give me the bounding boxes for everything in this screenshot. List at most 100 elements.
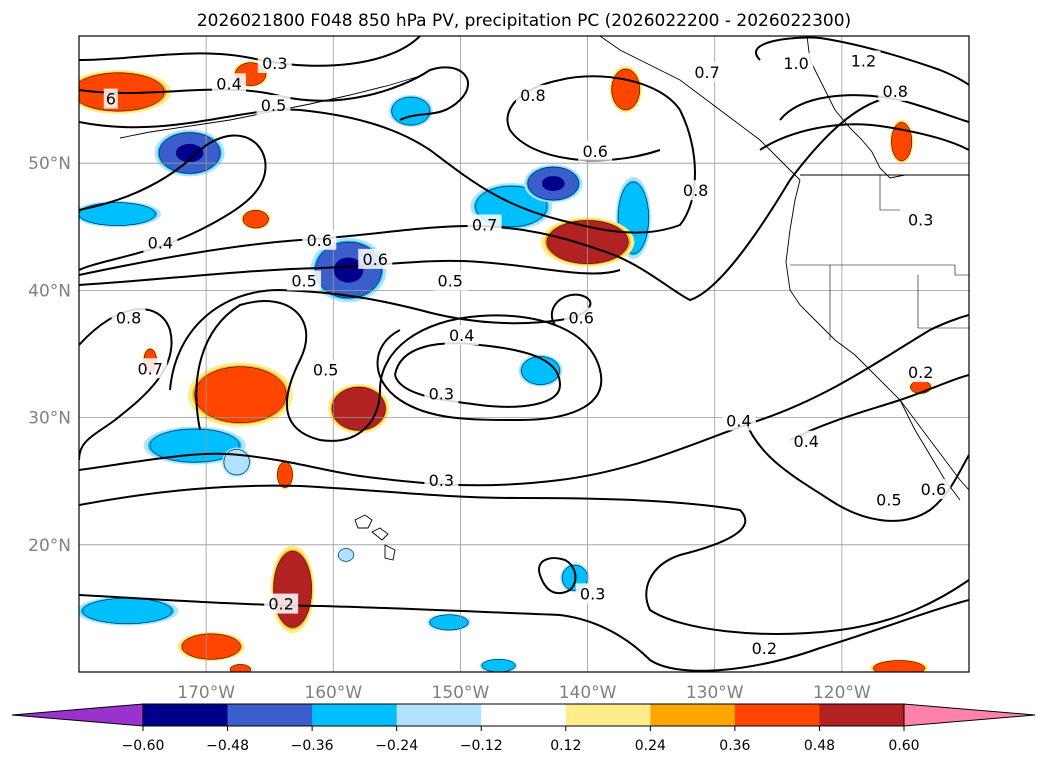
contour-line	[538, 557, 577, 595]
contour-line	[755, 36, 969, 86]
contour-label-bg	[747, 638, 782, 659]
colorbar-segment	[734, 704, 820, 726]
contour-label: 0.8	[883, 82, 908, 101]
contour-label: 1.0	[783, 54, 808, 73]
x-tick-label: 140°W	[559, 683, 617, 703]
contour-label-bg	[871, 489, 906, 510]
colorbar-segment	[650, 704, 736, 726]
contour-line	[79, 314, 969, 487]
contour-label: 0.3	[908, 210, 933, 229]
y-tick-label: 30°N	[28, 409, 71, 429]
colorbar-tick-label: −0.48	[206, 738, 249, 754]
colorbar-tick-label: −0.24	[375, 738, 418, 754]
map-area: 0.3 0.4 0.5 0.8 0.6 0.8 0.7 1.0 1.2 0.8 0.3 0.4 0.6 0…	[79, 36, 969, 672]
precip-area	[230, 664, 251, 672]
precip-area	[82, 597, 173, 624]
map-background	[79, 36, 969, 672]
contour-label-bg	[302, 229, 337, 250]
colorbar-segment	[396, 704, 482, 726]
contour-label: 0.8	[520, 86, 545, 105]
contour-label: 0.8	[116, 308, 141, 327]
colorbar	[11, 703, 1036, 727]
contour-label-bg	[578, 140, 613, 161]
contour-labels: 0.3 0.4 0.5 0.8 0.6 0.8 0.7 1.0 1.2 0.8 0.3 0.4 0.6 0…	[103, 50, 951, 659]
y-tick-label: 20°N	[28, 536, 71, 556]
contour-label: 0.5	[291, 271, 316, 290]
contour-label: 0.4	[794, 432, 819, 451]
contour-label: 0.3	[429, 385, 454, 404]
contour-label-bg	[903, 362, 938, 383]
contour-label-bg	[575, 583, 610, 604]
contour-line	[169, 288, 592, 391]
contour-label-bg	[257, 52, 292, 73]
contour-label: 0.4	[449, 326, 474, 345]
contour-label-bg	[358, 248, 393, 269]
contour-line	[789, 374, 969, 441]
contour-label: 6	[106, 90, 116, 109]
contour-label-bg	[308, 359, 343, 380]
contour-line	[79, 99, 881, 302]
colorbar-frame	[142, 703, 905, 727]
colorbar-tick-label: 0.48	[804, 738, 835, 754]
colorbar-segment	[227, 704, 313, 726]
precip-area	[79, 202, 156, 226]
contour-label: 0.2	[752, 639, 777, 658]
contour-label-bg	[143, 232, 178, 253]
colorbar-segment	[819, 704, 905, 726]
contour-label-bg	[103, 88, 118, 109]
colorbar-segment	[565, 704, 651, 726]
coastline-north-america	[785, 36, 969, 491]
precip-area	[873, 660, 925, 672]
colorbar-segment	[481, 704, 567, 726]
colorbar-tick-label: 0.60	[888, 738, 919, 754]
x-tick-label: 160°W	[304, 683, 362, 703]
contour-label-bg	[264, 593, 299, 614]
precip-area	[391, 96, 431, 126]
contour-label-bg	[878, 80, 913, 101]
contour-label: 1.2	[851, 51, 876, 70]
precip-area	[611, 68, 640, 111]
precip-area	[181, 633, 241, 660]
contour-label-bg	[424, 470, 459, 491]
precip-area	[521, 356, 560, 385]
contour-label: 0.6	[307, 231, 332, 250]
precip-area	[338, 548, 354, 562]
colorbar-segment	[143, 704, 229, 726]
contour-label-bg	[287, 270, 322, 291]
y-tick-label: 50°N	[28, 154, 71, 174]
contour-label-bg	[721, 410, 756, 431]
precip-area	[481, 659, 516, 672]
contour-label-bg	[111, 307, 146, 328]
contour-label: 0.4	[216, 74, 241, 93]
precip-area	[429, 614, 469, 631]
contour-label: 0.7	[472, 216, 497, 235]
colorbar-tick-label: −0.12	[460, 738, 503, 754]
border-states	[790, 175, 969, 340]
contour-label: 0.6	[363, 250, 388, 269]
contour-label: 0.7	[694, 63, 719, 82]
contour-label-bg	[515, 84, 550, 105]
precip-area-core	[541, 176, 565, 191]
precip-area	[242, 210, 269, 229]
contour-label: 0.5	[261, 96, 286, 115]
precip-area-core	[346, 398, 371, 419]
contour-label: 0.5	[313, 361, 338, 380]
precip-area	[277, 461, 293, 488]
colorbar-segment	[312, 704, 398, 726]
map-frame	[78, 35, 970, 673]
y-tick-label: 40°N	[28, 281, 71, 301]
contour-label: 0.4	[148, 233, 173, 252]
contour-label: 0.3	[429, 471, 454, 490]
x-tick-label: 170°W	[177, 683, 235, 703]
contour-label: 0.6	[921, 480, 946, 499]
contour-label-bg	[467, 214, 502, 235]
contour-label: 0.8	[683, 181, 708, 200]
colorbar-tick-label: −0.60	[122, 738, 165, 754]
contour-label: 0.7	[137, 359, 162, 378]
precip-area-core	[175, 143, 204, 163]
contour-label: 0.2	[268, 595, 293, 614]
contour-line	[79, 75, 696, 234]
contour-label-bg	[678, 180, 713, 201]
contour-label-bg	[133, 358, 168, 379]
colorbar-tick-labels: −0.60 −0.48 −0.36 −0.24 −0.12 0.12 0.24 0.36 0.4…	[122, 726, 920, 754]
